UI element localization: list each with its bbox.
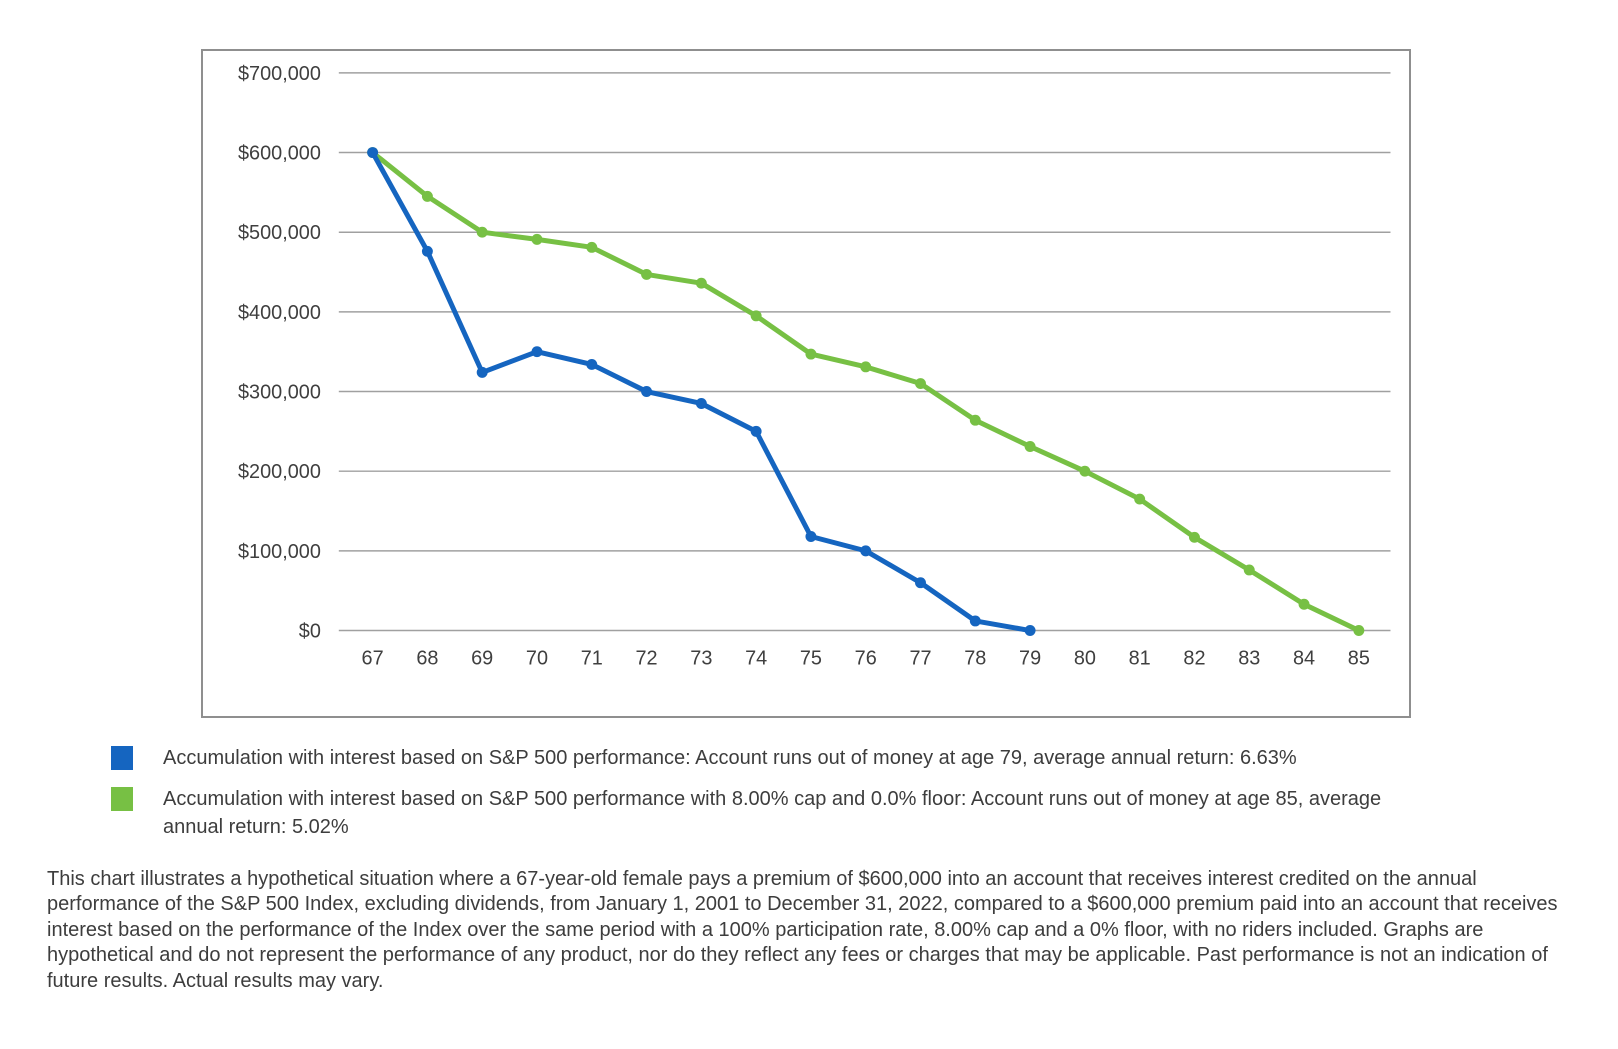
data-point-marker [695, 277, 707, 289]
data-point-marker [1134, 493, 1146, 505]
data-point-marker [476, 366, 488, 378]
x-tick-label: 78 [964, 647, 986, 669]
data-point-marker [1353, 625, 1365, 636]
x-tick-label: 77 [909, 647, 931, 669]
data-point-marker [586, 358, 598, 370]
data-point-marker [695, 398, 707, 409]
x-tick-label: 73 [690, 647, 712, 669]
x-tick-label: 85 [1348, 647, 1370, 669]
data-point-marker [969, 615, 981, 627]
data-point-marker [915, 577, 926, 589]
data-point-marker [750, 425, 762, 437]
x-tick-label: 80 [1074, 647, 1096, 669]
x-tick-label: 74 [745, 647, 767, 669]
data-point-marker [641, 386, 653, 397]
data-point-marker [860, 545, 872, 557]
legend-label-sp500: Accumulation with interest based on S&P … [163, 747, 1297, 769]
y-tick-label: $700,000 [238, 63, 321, 85]
data-point-marker [421, 190, 433, 202]
x-tick-label: 81 [1129, 647, 1151, 669]
data-point-marker [1079, 465, 1091, 477]
y-tick-label: $400,000 [238, 302, 321, 324]
x-tick-label: 72 [636, 647, 658, 669]
x-tick-label: 79 [1019, 647, 1041, 669]
y-tick-label: $500,000 [238, 222, 321, 244]
disclaimer-text: This chart illustrates a hypothetical si… [47, 868, 1558, 992]
data-point-marker [421, 245, 433, 257]
legend-item-sp500: Accumulation with interest based on S&P … [111, 744, 1433, 772]
legend-swatch-blue [111, 746, 133, 770]
y-tick-label: $200,000 [238, 461, 321, 483]
data-point-marker [750, 310, 762, 322]
y-tick-label: $300,000 [238, 381, 321, 403]
x-tick-label: 83 [1238, 647, 1260, 669]
data-point-marker [531, 346, 543, 358]
line-chart: $0 $100,000 $200,000 $300,000 $400,000 $500,0… [238, 63, 1391, 669]
data-point-marker [805, 531, 817, 542]
x-tick-label: 69 [471, 647, 493, 669]
x-tick-label: 68 [416, 647, 438, 669]
legend: Accumulation with interest based on S&P … [111, 744, 1433, 841]
y-tick-label: $600,000 [238, 142, 321, 164]
legend-swatch-green [111, 787, 133, 811]
data-point-marker [1024, 441, 1036, 452]
x-tick-label: 70 [526, 647, 548, 669]
data-point-marker [586, 241, 598, 253]
x-tick-label: 71 [581, 647, 603, 669]
data-point-marker [1243, 564, 1255, 576]
legend-label-capped: Accumulation with interest based on S&P … [163, 788, 1382, 838]
data-point-marker [860, 361, 872, 373]
x-tick-label: 82 [1183, 647, 1205, 669]
data-point-marker [1024, 625, 1036, 636]
legend-item-capped: Accumulation with interest based on S&P … [111, 785, 1433, 841]
x-tick-label: 75 [800, 647, 822, 669]
data-point-marker [969, 414, 981, 426]
data-point-marker [1298, 598, 1310, 610]
y-tick-label: $0 [299, 620, 321, 642]
data-point-marker [1188, 531, 1200, 543]
x-tick-label: 76 [855, 647, 877, 669]
data-point-marker [476, 226, 488, 238]
data-point-marker [805, 348, 817, 360]
x-tick-label: 84 [1293, 647, 1315, 669]
data-point-marker [367, 147, 379, 158]
data-point-marker [915, 378, 926, 390]
x-tick-label: 67 [362, 647, 384, 669]
y-tick-label: $100,000 [238, 541, 321, 563]
data-point-marker [531, 233, 543, 245]
chart-frame: $0 $100,000 $200,000 $300,000 $400,000 $500,0… [201, 49, 1411, 718]
data-point-marker [641, 268, 653, 280]
